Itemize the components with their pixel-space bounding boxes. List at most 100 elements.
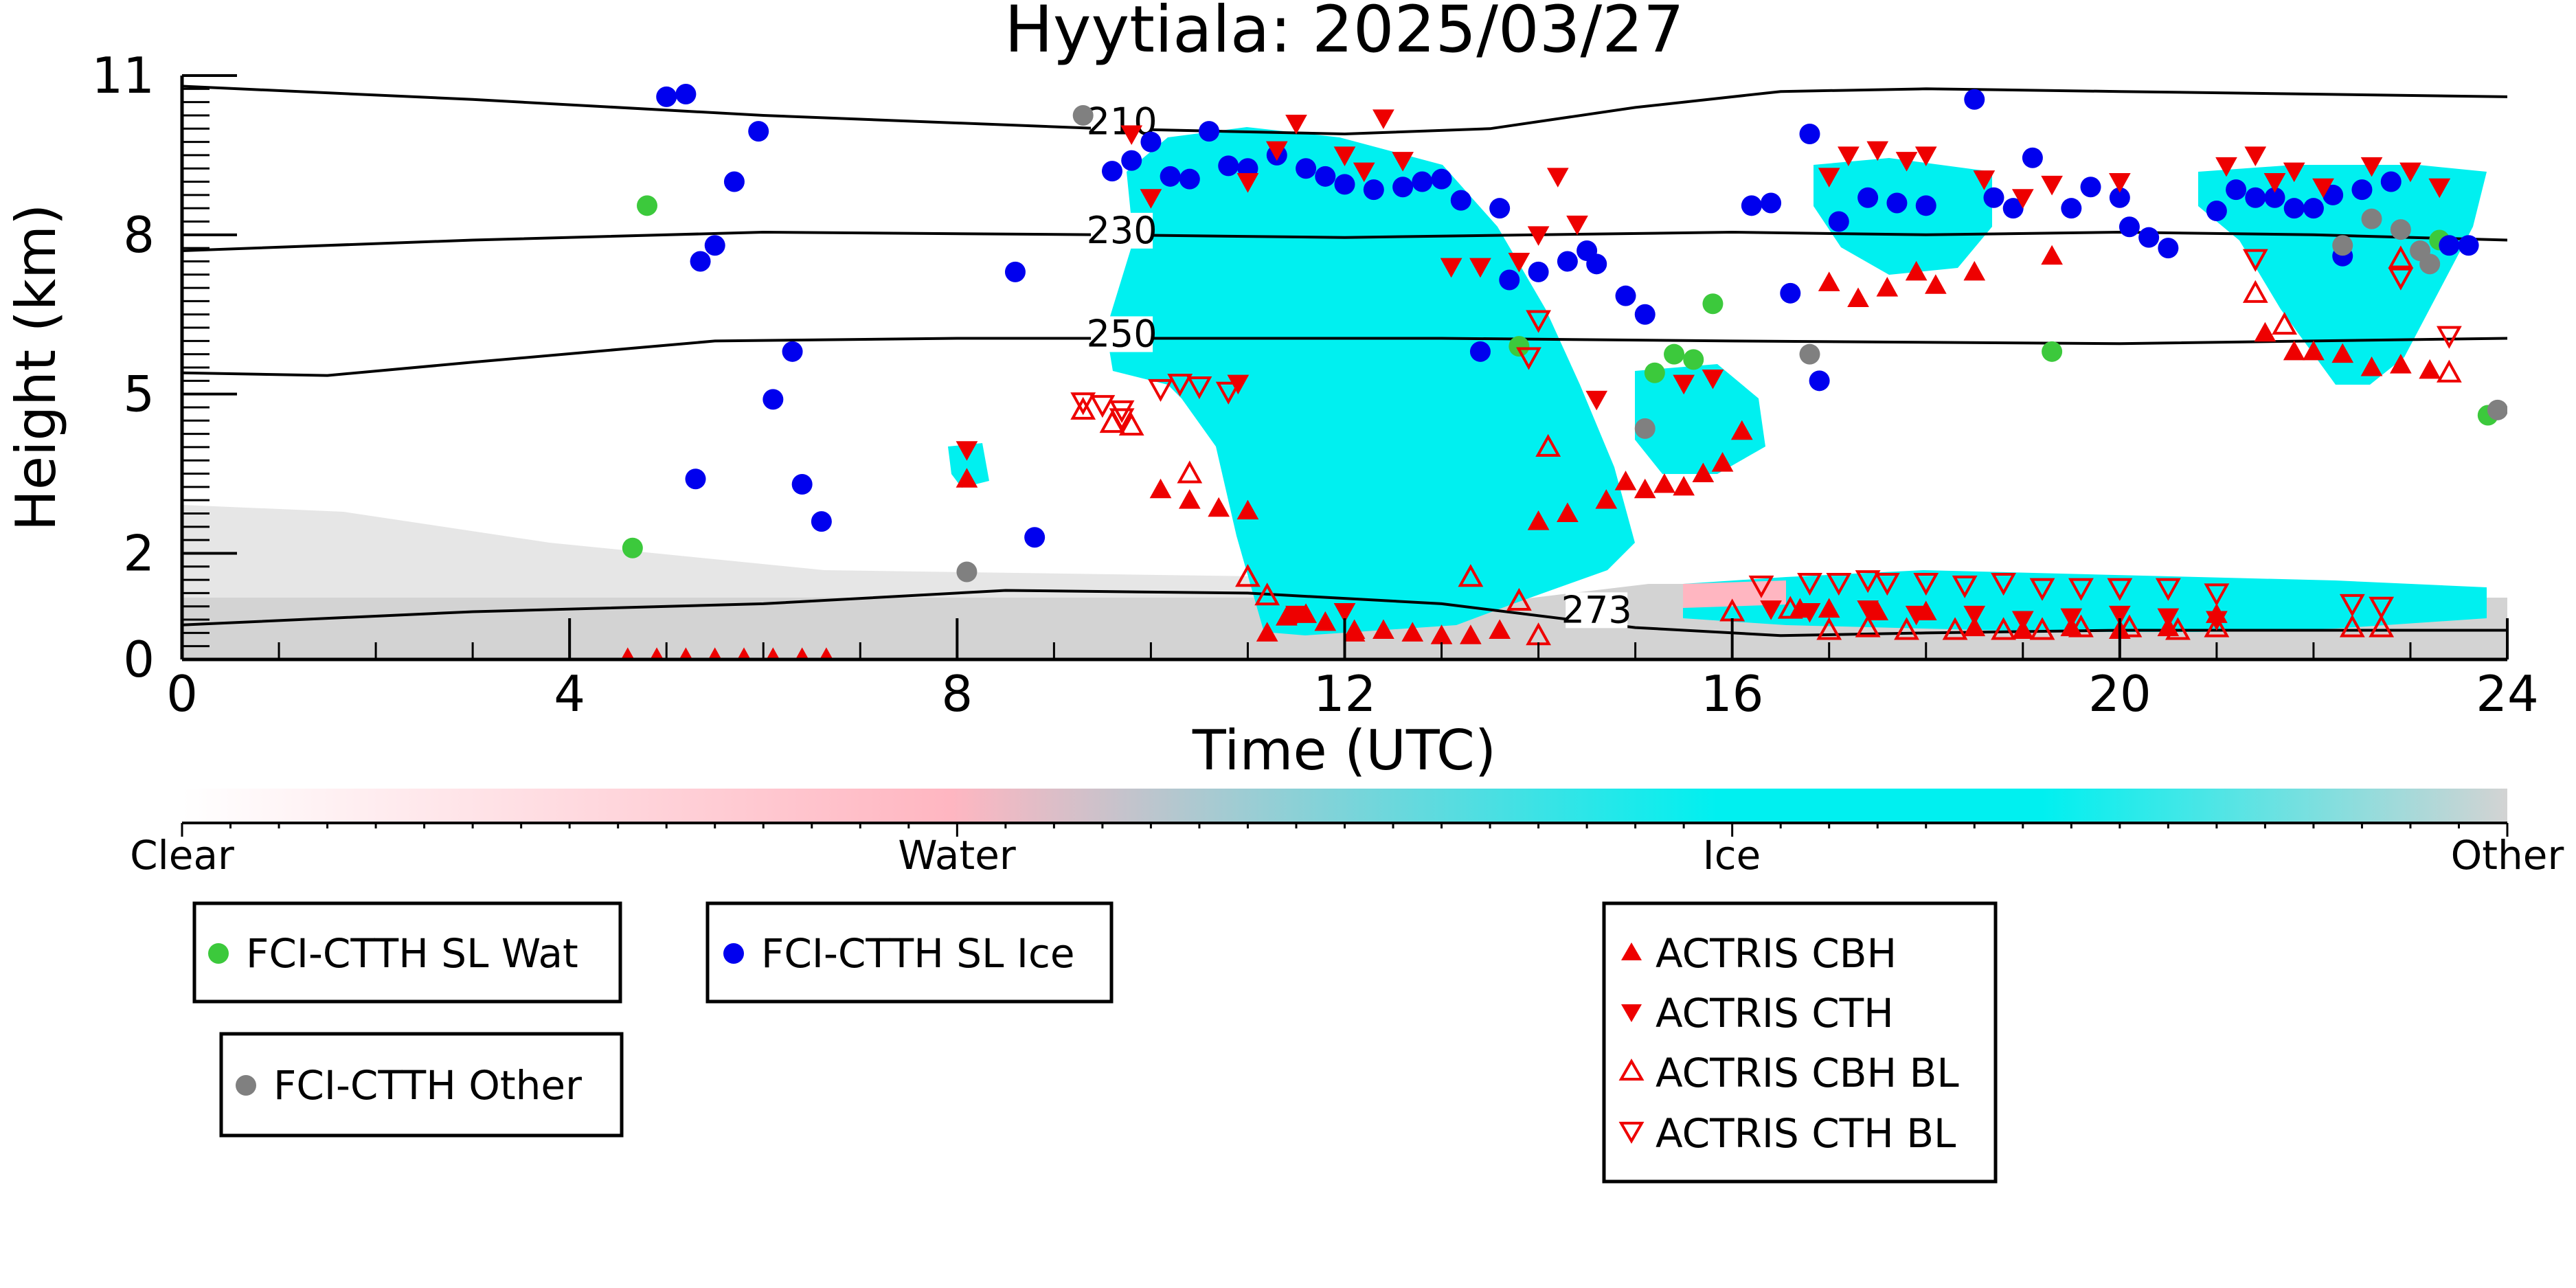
marker-fci-ctth-sl-ice xyxy=(2264,187,2285,208)
contour-label-230: 230 xyxy=(1087,209,1157,252)
marker-fci-ctth-sl-ice xyxy=(1004,261,1026,282)
marker-fci-ctth-sl-ice xyxy=(1741,195,1762,216)
marker-actris-cth xyxy=(1798,602,1821,623)
axis-ticks: 0 4 8 12 16 20 24 0 2 5 8 11 xyxy=(91,47,2538,723)
legend-label-wat: FCI-CTTH SL Wat xyxy=(246,930,578,977)
colorbar-label-water: Water xyxy=(898,832,1016,879)
marker-actris-cth xyxy=(2206,611,2228,631)
marker-actris-cth xyxy=(1333,146,1356,166)
marker-fci-ctth-sl-ice xyxy=(1557,251,1578,272)
marker-fci-ctth-sl-ice xyxy=(704,235,725,256)
contour-label-bg xyxy=(1566,592,1628,629)
marker-actris-cbh xyxy=(1963,260,1986,281)
marker-actris-cth xyxy=(2041,175,2063,196)
marker-actris-cth-bl xyxy=(1215,381,1241,405)
marker-actris-cth-bl xyxy=(1913,572,1939,596)
marker-actris-cth xyxy=(1760,600,1782,620)
contour-label-273: 273 xyxy=(1561,588,1632,631)
marker-actris-cth xyxy=(1120,125,1143,146)
marker-fci-ctth-sl-ice xyxy=(1586,253,1607,275)
marker-actris-cbh-bl xyxy=(2369,614,2395,637)
marker-actris-cth-bl xyxy=(1855,570,1881,594)
marker-actris-cbh xyxy=(1614,471,1637,490)
marker-actris-cbh xyxy=(1847,287,1869,308)
marker-fci-ctth-sl-ice xyxy=(2380,171,2402,192)
series-fci-ctth-sl-wat xyxy=(622,195,2498,558)
ice-region-main xyxy=(1106,127,1635,635)
marker-fci-ctth-sl-ice xyxy=(762,389,784,410)
marker-fci-ctth-sl-wat xyxy=(1664,343,1685,365)
marker-fci-ctth-other xyxy=(2487,399,2507,420)
marker-fci-ctth-sl-ice xyxy=(748,121,769,142)
marker-fci-ctth-sl-ice xyxy=(1634,304,1656,325)
marker-actris-cth-bl xyxy=(2068,578,2094,601)
marker-actris-cbh xyxy=(1876,277,1899,297)
marker-actris-cth xyxy=(1285,605,1307,626)
marker-fci-ctth-sl-wat xyxy=(637,195,657,216)
marker-fci-ctth-sl-ice xyxy=(1024,527,1046,548)
x-tick-label: 8 xyxy=(941,665,973,723)
legend-label-cbh-bl: ACTRIS CBH BL xyxy=(1656,1050,1959,1096)
marker-actris-cbh-bl xyxy=(1855,614,1881,637)
marker-actris-cth xyxy=(1527,226,1550,246)
marker-actris-cth-bl xyxy=(2204,583,2230,607)
marker-fci-ctth-sl-ice xyxy=(2351,179,2373,201)
marker-actris-cth-bl xyxy=(1748,575,1774,598)
marker-fci-ctth-sl-ice xyxy=(2458,235,2479,256)
marker-actris-cbh xyxy=(1401,622,1424,642)
marker-actris-cbh-bl xyxy=(1506,587,1532,611)
marker-actris-cth xyxy=(2215,157,2237,177)
marker-fci-ctth-sl-ice xyxy=(1499,269,1520,291)
marker-fci-ctth-sl-ice xyxy=(1179,168,1200,190)
ice-region-right1 xyxy=(1814,158,1992,275)
contour-label-bg xyxy=(1091,316,1153,352)
series-actris-cbh-bl xyxy=(1070,245,2462,646)
marker-fci-ctth-sl-wat xyxy=(1644,362,1665,383)
marker-actris-cth xyxy=(1440,258,1462,278)
marker-fci-ctth-sl-ice xyxy=(1412,171,1433,192)
marker-actris-cbh xyxy=(1460,624,1482,644)
legend-label-cth: ACTRIS CTH xyxy=(1656,990,1894,1037)
marker-actris-cbh-bl xyxy=(1991,617,2016,640)
legend-box-other: FCI-CTTH Other xyxy=(219,1032,624,1138)
legend-box-actris: ACTRIS CBH ACTRIS CTH ACTRIS CBH BL ACTR… xyxy=(1602,901,1998,1184)
marker-actris-cth-bl xyxy=(1516,347,1541,370)
marker-fci-ctth-sl-ice xyxy=(723,171,745,192)
colorbar-label-other: Other xyxy=(2451,832,2564,879)
marker-fci-ctth-sl-ice xyxy=(2283,198,2305,219)
colorbar-label-clear: Clear xyxy=(130,832,234,879)
marker-fci-ctth-other xyxy=(1634,418,1656,439)
marker-fci-ctth-sl-ice xyxy=(791,474,813,495)
x-tick-label: 12 xyxy=(1313,665,1377,723)
marker-actris-cbh xyxy=(1489,619,1511,639)
marker-actris-cth xyxy=(2399,162,2421,183)
marker-fci-ctth-sl-ice xyxy=(1761,192,1782,214)
marker-actris-cbh xyxy=(737,647,751,659)
marker-actris-cbh-bl xyxy=(2204,614,2230,637)
marker-actris-cth-bl xyxy=(1797,572,1822,596)
x-tick-label: 16 xyxy=(1701,665,1764,723)
marker-fci-ctth-sl-ice xyxy=(1102,161,1122,182)
legend-marker-ice xyxy=(723,943,744,964)
marker-actris-cbh xyxy=(1372,619,1394,639)
marker-actris-cbh xyxy=(1925,274,1947,294)
x-tick-label: 4 xyxy=(554,665,585,723)
series-fci-ctth-sl-ice xyxy=(656,84,2479,548)
marker-actris-cth-bl xyxy=(2107,578,2133,601)
marker-actris-cth xyxy=(2108,605,2131,626)
marker-actris-cbh xyxy=(650,647,664,659)
marker-fci-ctth-sl-ice xyxy=(675,84,697,105)
marker-actris-cbh xyxy=(2390,354,2412,374)
marker-fci-ctth-sl-ice xyxy=(1857,187,1879,208)
marker-fci-ctth-other xyxy=(1799,343,1820,365)
marker-actris-cbh-bl xyxy=(1254,583,1280,606)
marker-actris-cbh xyxy=(2303,340,2325,361)
marker-actris-cth xyxy=(1285,115,1307,135)
marker-actris-cth xyxy=(1392,152,1414,172)
marker-actris-cth-bl xyxy=(1952,575,1978,598)
marker-fci-ctth-sl-ice xyxy=(2022,147,2043,168)
marker-fci-ctth-sl-ice xyxy=(1915,195,1936,216)
marker-actris-cth xyxy=(2011,611,2034,631)
marker-actris-cth-bl xyxy=(2155,578,2181,601)
marker-actris-cbh-bl xyxy=(2165,617,2191,640)
